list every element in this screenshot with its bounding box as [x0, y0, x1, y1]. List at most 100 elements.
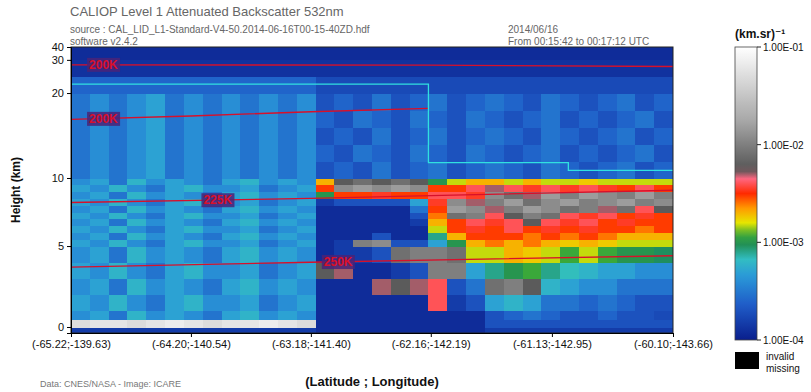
cell: [598, 311, 617, 320]
cell: [428, 262, 447, 279]
tick-label: (-62.16;-142.19): [392, 338, 471, 350]
cell: [410, 185, 429, 192]
cell: [617, 127, 636, 145]
cell: [127, 226, 146, 233]
cell: [240, 219, 259, 226]
cell: [598, 60, 617, 77]
tick-mark: [67, 178, 71, 179]
cell: [523, 76, 542, 93]
cell: [560, 262, 579, 279]
cell: [485, 327, 504, 333]
cell: [504, 60, 523, 77]
cell: [353, 205, 372, 212]
cell: [654, 295, 673, 312]
cell: [146, 232, 165, 239]
cell: [259, 246, 278, 263]
cell: [334, 144, 353, 162]
x-tick: (-61.13;-142.95): [513, 333, 592, 350]
cell: [617, 198, 636, 205]
cell: [109, 192, 128, 199]
cell: [560, 178, 579, 185]
cell: [90, 327, 109, 333]
cell: [541, 76, 560, 93]
cell: [203, 319, 222, 328]
cell: [504, 327, 523, 333]
cell: [146, 127, 165, 145]
cell: [353, 278, 372, 295]
cell: [184, 311, 203, 320]
x-tick: (-62.16;-142.19): [392, 333, 471, 350]
cell: [240, 60, 259, 77]
cell: [146, 60, 165, 77]
cell: [579, 219, 598, 226]
cell: [109, 278, 128, 295]
cell: [504, 311, 523, 320]
cell: [297, 178, 316, 185]
cell: [259, 278, 278, 295]
cell: [428, 219, 447, 226]
cell: [109, 295, 128, 312]
cell: [504, 192, 523, 199]
cell: [541, 127, 560, 145]
cell: [466, 205, 485, 212]
cell: [353, 327, 372, 333]
cell: [466, 278, 485, 295]
cell: [146, 278, 165, 295]
cell: [222, 144, 241, 162]
cell: [90, 144, 109, 162]
cell: [635, 60, 654, 77]
cell: [428, 239, 447, 246]
cell: [353, 295, 372, 312]
cell: [635, 311, 654, 320]
cell: [504, 212, 523, 219]
cell: [523, 262, 542, 279]
cell: [466, 47, 485, 60]
cell: [240, 212, 259, 219]
y-tick: 30: [52, 54, 71, 66]
cell: [71, 76, 90, 93]
cell: [504, 205, 523, 212]
cell: [504, 144, 523, 162]
cell: [372, 60, 391, 77]
cell: [372, 178, 391, 185]
cell: [165, 127, 184, 145]
cell: [146, 192, 165, 199]
cell: [447, 278, 466, 295]
cell: [353, 127, 372, 145]
cell: [598, 239, 617, 246]
cell: [466, 185, 485, 192]
cell: [334, 161, 353, 179]
cell: [541, 219, 560, 226]
cell: [334, 76, 353, 93]
cell: [184, 198, 203, 205]
cell: [353, 262, 372, 279]
cell: [654, 178, 673, 185]
cell: [447, 76, 466, 93]
cell: [71, 239, 90, 246]
cell: [222, 262, 241, 279]
cell: [598, 93, 617, 111]
cell: [353, 246, 372, 263]
cell: [579, 60, 598, 77]
cell: [504, 319, 523, 328]
series-label-text: 200K: [89, 112, 118, 126]
cell: [353, 219, 372, 226]
cell: [372, 262, 391, 279]
cell: [428, 327, 447, 333]
tick-label: (-65.22;-139.63): [32, 338, 111, 350]
cell: [504, 219, 523, 226]
cell: [447, 327, 466, 333]
cell: [127, 127, 146, 145]
cell: [428, 319, 447, 328]
cell: [654, 47, 673, 60]
cell: [127, 93, 146, 111]
cell: [410, 319, 429, 328]
cell: [71, 327, 90, 333]
tick-label: 30: [52, 54, 64, 66]
cell: [447, 185, 466, 192]
cell: [127, 219, 146, 226]
tick-label: 20: [52, 87, 64, 99]
cell: [654, 232, 673, 239]
cell: [372, 192, 391, 199]
cell: [504, 178, 523, 185]
